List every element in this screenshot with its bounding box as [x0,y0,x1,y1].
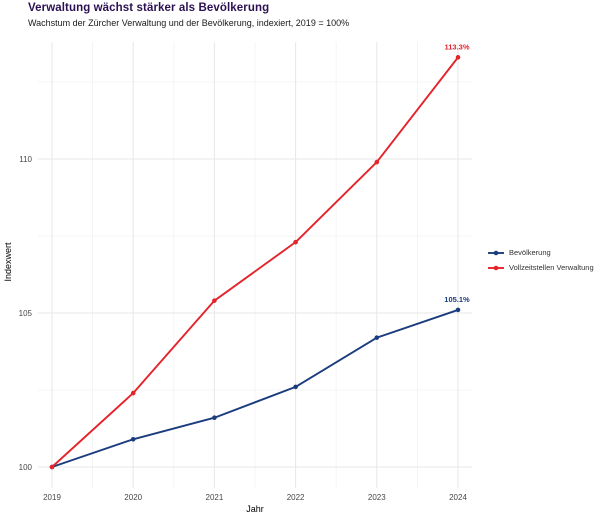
data-point [293,384,298,390]
data-point [212,415,217,421]
y-axis-tick-label: 100 [19,463,33,472]
y-axis-tick-label: 105 [19,309,33,318]
data-point [455,307,461,313]
y-axis-title: Indexwert [3,242,13,282]
data-point [374,335,380,340]
chart-legend: Bevölkerung Vollzeitstellen Verwaltung [488,245,594,275]
data-point [293,239,298,245]
x-axis-tick-label: 2021 [206,493,224,502]
legend-label: Bevölkerung [509,248,551,257]
y-axis-tick-label: 110 [19,155,32,164]
series-end-label: 113.3% [444,42,469,51]
legend-item: Bevölkerung [488,245,594,260]
data-point [455,55,461,60]
data-point [130,436,136,442]
series-line [51,308,459,468]
series-line [51,56,459,468]
chart-title: Verwaltung wächst stärker als Bevölkerun… [28,2,270,14]
chart-subtitle: Wachstum der Zürcher Verwaltung und der … [28,18,350,28]
x-axis-title: Jahr [246,504,264,514]
x-axis-tick-label: 2023 [368,493,386,502]
data-point [374,159,380,165]
legend-key-icon [488,250,504,255]
data-point [130,390,136,396]
legend-key-icon [488,265,504,270]
x-axis-tick-label: 2024 [449,493,467,502]
legend-item: Vollzeitstellen Verwaltung [488,260,594,275]
series-end-label: 105.1% [444,295,470,304]
x-axis-tick-label: 2020 [124,493,142,502]
x-axis-tick-label: 2019 [43,493,61,502]
legend-label: Vollzeitstellen Verwaltung [509,263,594,272]
data-point [212,298,217,303]
data-point [49,464,55,470]
x-axis-tick-label: 2022 [287,493,305,502]
